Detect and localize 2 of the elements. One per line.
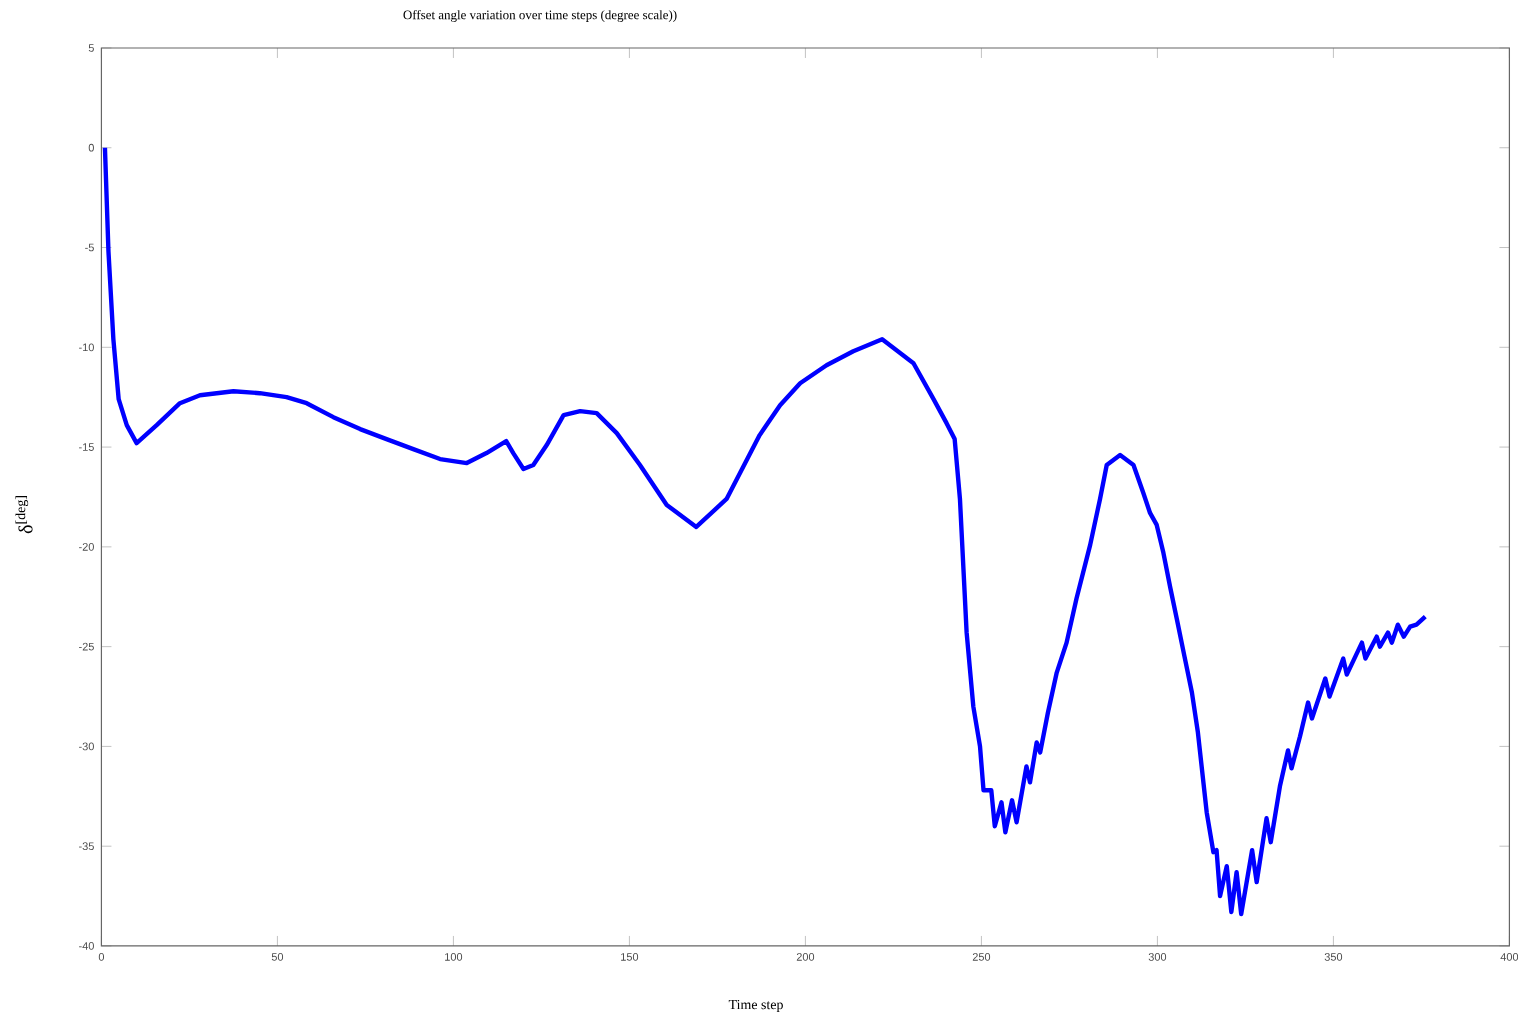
line-series xyxy=(102,145,1428,917)
y-axis-title: δ$^{[deg]}$ xyxy=(15,496,33,534)
